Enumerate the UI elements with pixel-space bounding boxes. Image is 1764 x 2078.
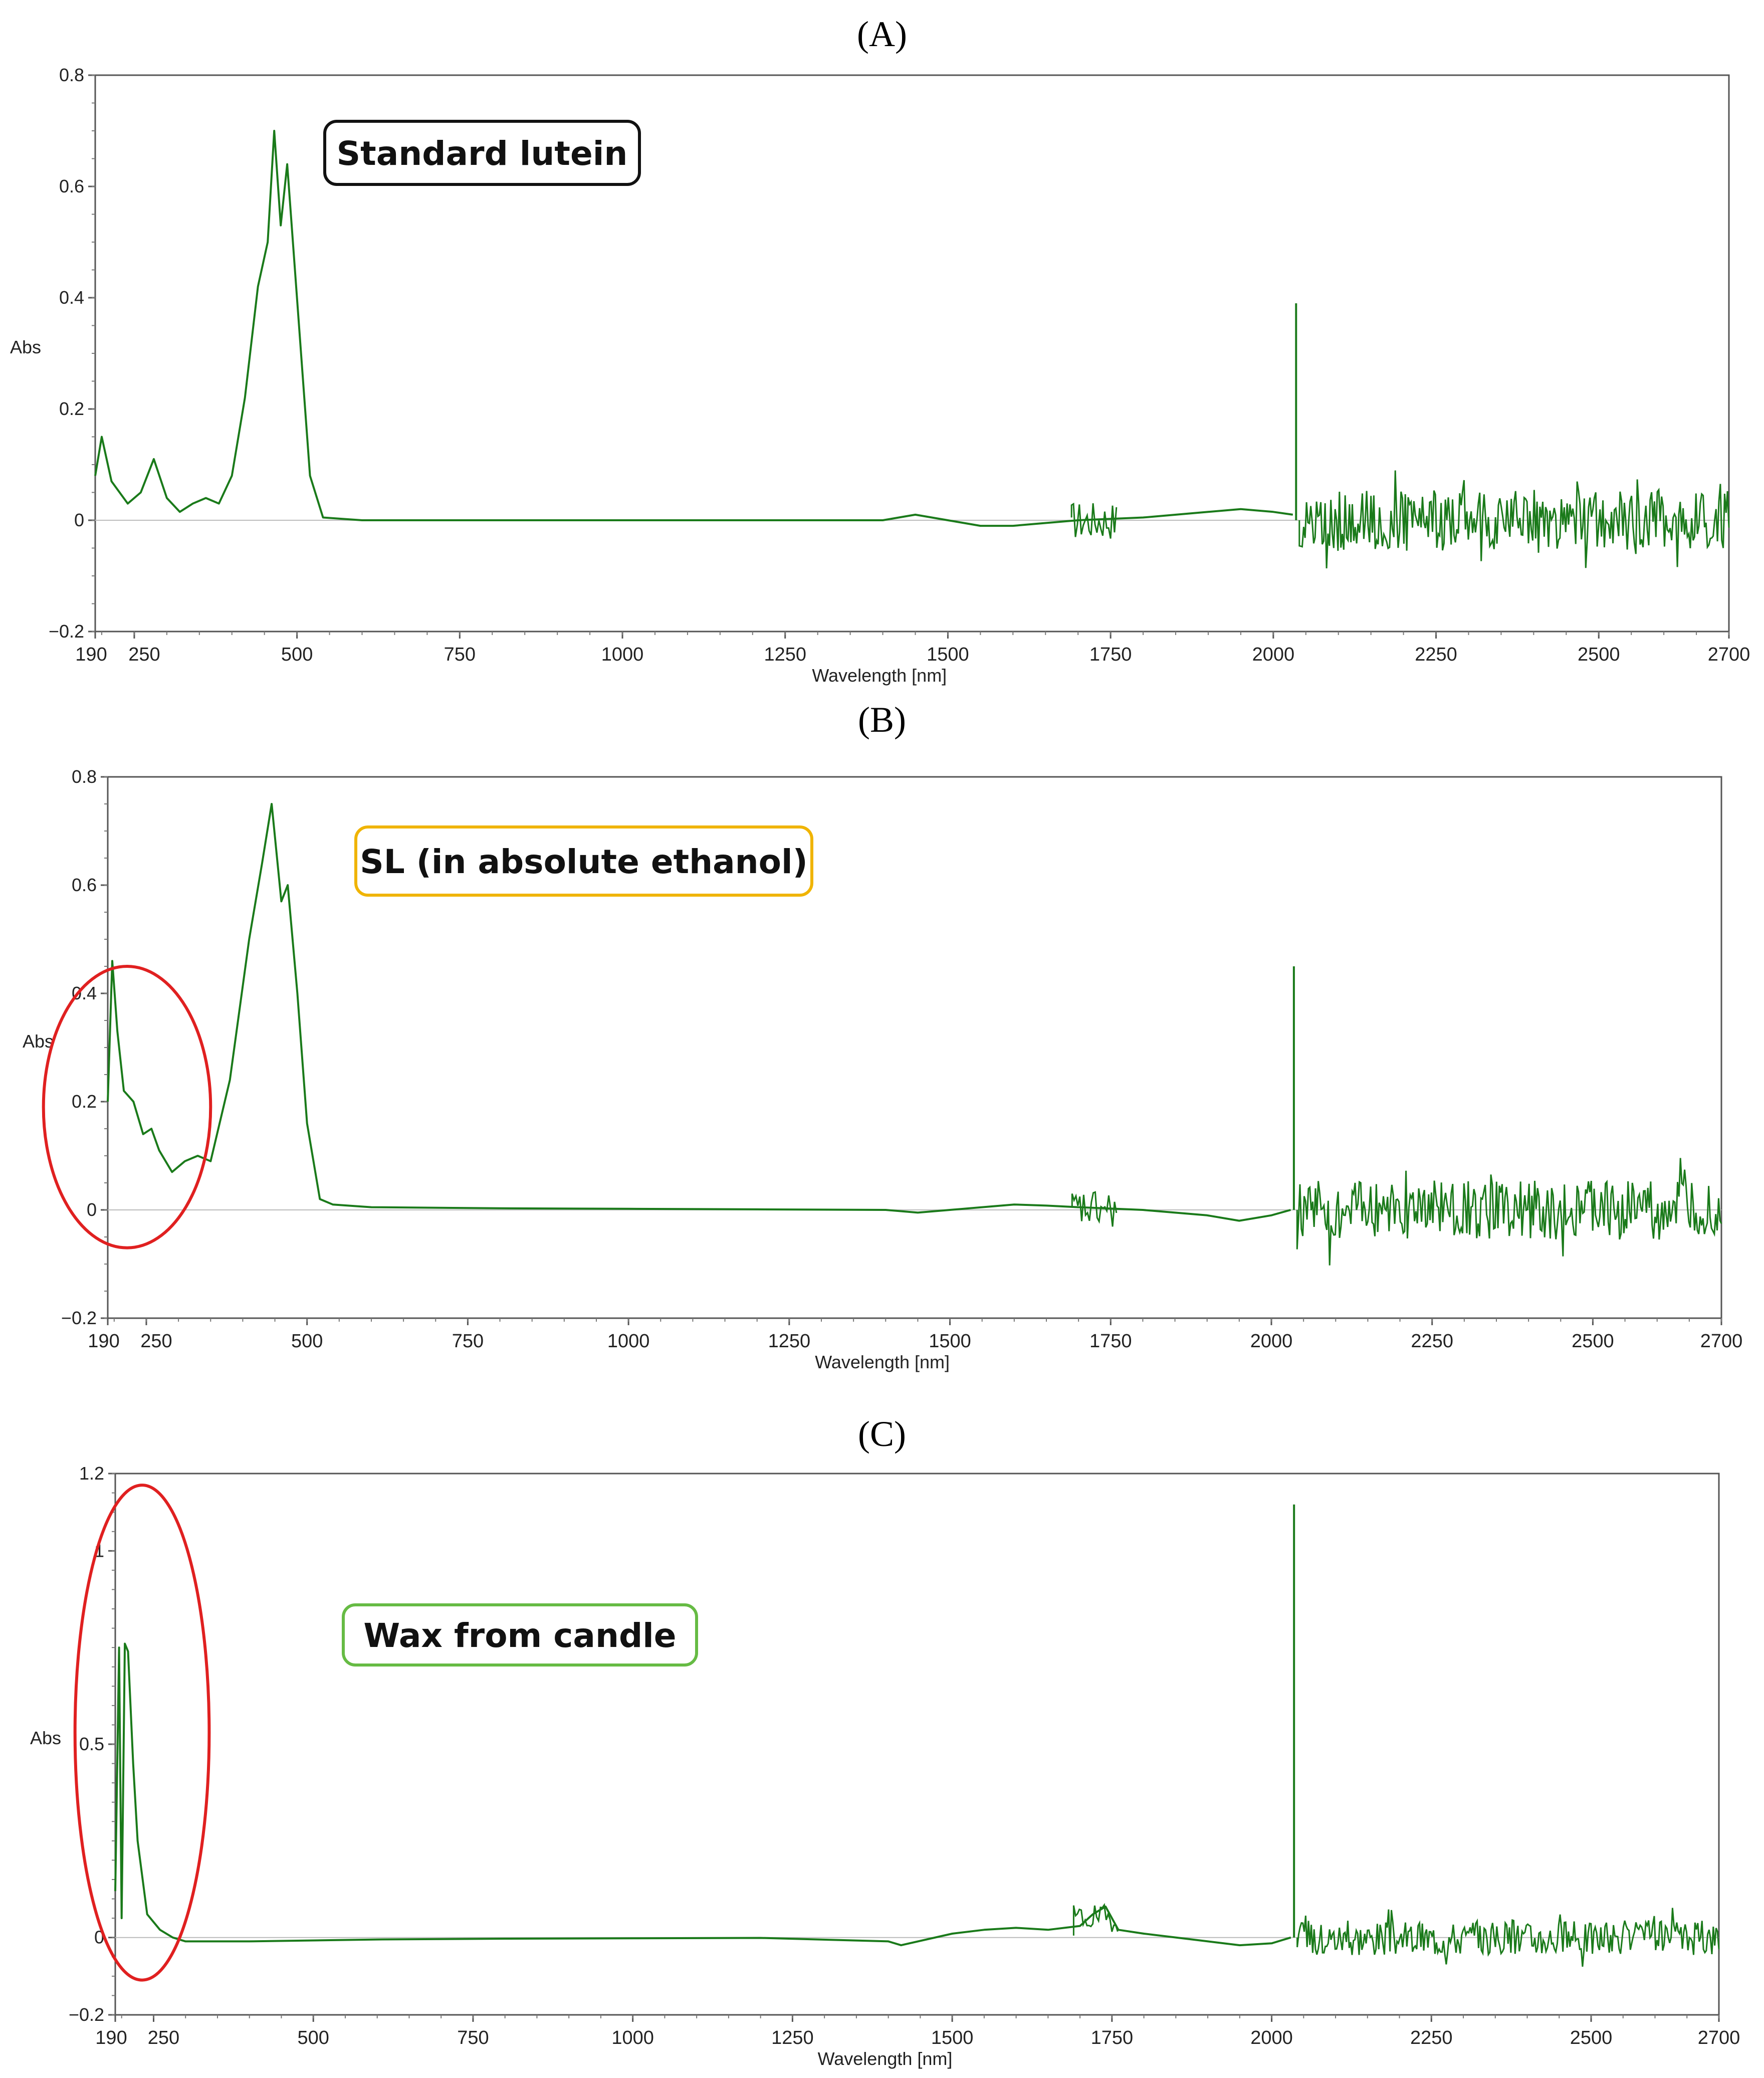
- annotation-label: SL (in absolute ethanol): [360, 843, 808, 881]
- annotation-box: [342, 1603, 698, 1667]
- y-tick-label: −0.2: [61, 1308, 97, 1328]
- spectrum-wiggle: [1071, 1191, 1118, 1227]
- y-tick-label: 1.2: [79, 1463, 104, 1484]
- x-tick-label: 1500: [929, 1331, 971, 1352]
- y-tick-label: 0: [74, 510, 84, 530]
- x-tick-label: 750: [457, 2027, 489, 2048]
- annotation-label: Standard lutein: [337, 134, 628, 173]
- x-tick-label: 2500: [1570, 2027, 1613, 2048]
- spectrum-wiggle: [1070, 502, 1118, 539]
- y-axis-title: Abs: [30, 1728, 61, 1748]
- x-tick-label: 1750: [1089, 644, 1132, 665]
- y-axis-title: Abs: [23, 1031, 54, 1052]
- x-tick-label: 1750: [1091, 2027, 1134, 2048]
- y-tick-label: 0.2: [59, 398, 84, 419]
- x-tick-label: 2700: [1698, 2027, 1740, 2048]
- y-tick-label: −0.2: [69, 2004, 104, 2025]
- x-tick-label: 500: [291, 1331, 323, 1352]
- x-tick-label: 2700: [1700, 1331, 1743, 1352]
- x-tick-label: 2250: [1410, 2027, 1453, 2048]
- x-tick-label: 1000: [611, 2027, 654, 2048]
- x-tick-label: 2000: [1250, 2027, 1293, 2048]
- annotation-label: Wax from candle: [363, 1616, 676, 1655]
- annotation-box: [323, 120, 641, 186]
- x-tick-label: 250: [140, 1331, 172, 1352]
- x-axis-title: Wavelength [nm]: [818, 2048, 953, 2069]
- x-tick-label: 250: [148, 2027, 179, 2048]
- y-tick-label: 0.4: [59, 287, 84, 308]
- x-tick-label: 750: [444, 644, 476, 665]
- highlight-ellipse: [73, 1484, 211, 1982]
- highlight-ellipse: [42, 965, 212, 1250]
- x-tick-label: 190: [95, 2027, 127, 2048]
- x-tick-label: 1750: [1089, 1331, 1132, 1352]
- x-tick-label: 2700: [1708, 644, 1750, 665]
- y-tick-label: 0.8: [59, 65, 84, 85]
- panel-label: (A): [857, 14, 907, 54]
- x-tick-label: 2000: [1250, 1331, 1293, 1352]
- x-tick-label: 500: [281, 644, 313, 665]
- y-tick-label: −0.2: [49, 621, 84, 642]
- y-tick-label: 0.2: [72, 1091, 97, 1112]
- x-tick-label: 190: [75, 644, 107, 665]
- x-tick-label: 1250: [768, 1331, 811, 1352]
- x-tick-label: 1000: [607, 1331, 650, 1352]
- x-tick-label: 1500: [931, 2027, 974, 2048]
- y-axis-title: Abs: [10, 337, 41, 357]
- x-tick-label: 2250: [1411, 1331, 1453, 1352]
- spectrum-noise: [1296, 1158, 1722, 1266]
- x-tick-label: 1000: [601, 644, 644, 665]
- x-tick-label: 1250: [771, 2027, 814, 2048]
- spectrum-line: [107, 803, 1291, 1222]
- spectrum-line: [114, 1642, 1291, 1947]
- x-tick-label: 500: [298, 2027, 329, 2048]
- y-tick-label: 0: [87, 1199, 97, 1220]
- x-tick-label: 2000: [1252, 644, 1295, 665]
- x-tick-label: 1500: [927, 644, 969, 665]
- panel-label: (C): [858, 1414, 906, 1454]
- spectrum-noise: [1296, 1908, 1720, 1967]
- panel-label: (B): [858, 700, 906, 740]
- x-tick-label: 2500: [1572, 1331, 1614, 1352]
- x-tick-label: 190: [88, 1331, 119, 1352]
- x-axis-title: Wavelength [nm]: [815, 1352, 950, 1372]
- spectrum-wiggle: [1072, 1903, 1119, 1936]
- x-tick-label: 1250: [764, 644, 806, 665]
- x-axis-title: Wavelength [nm]: [812, 665, 947, 686]
- plot-frame: [107, 776, 1722, 1319]
- y-tick-label: 0.5: [79, 1734, 104, 1754]
- y-tick-label: 0.6: [59, 176, 84, 196]
- spectrum-line: [94, 130, 1293, 527]
- y-tick-label: 0.6: [72, 875, 97, 895]
- spectrum-noise: [1298, 470, 1730, 569]
- annotation-box: [354, 825, 813, 897]
- x-tick-label: 2500: [1578, 644, 1620, 665]
- y-tick-label: 0.8: [72, 766, 97, 787]
- x-tick-label: 2250: [1415, 644, 1457, 665]
- x-tick-label: 250: [128, 644, 160, 665]
- plot-frame: [114, 1473, 1720, 2016]
- x-tick-label: 750: [452, 1331, 484, 1352]
